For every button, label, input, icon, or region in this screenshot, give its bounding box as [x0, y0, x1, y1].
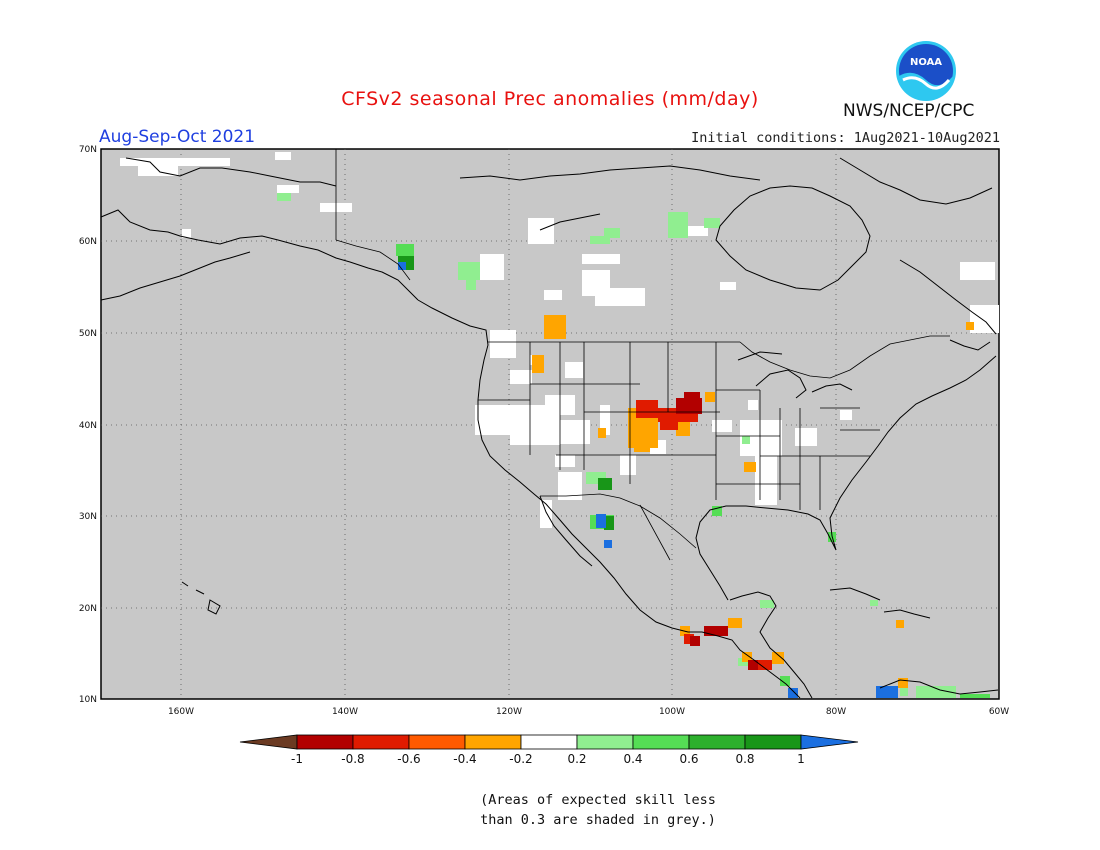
noaa-logo-icon: NOAA	[896, 41, 956, 101]
colorbar-label: -1	[291, 752, 303, 766]
colorbar-swatch	[408, 734, 466, 750]
lon-label: 100W	[659, 707, 685, 717]
lon-labels: 160W 140W 120W 100W 80W 60W	[168, 707, 1009, 717]
lat-label: 10N	[79, 695, 97, 705]
anomaly-cells	[120, 152, 999, 698]
lon-label: 60W	[989, 707, 1009, 717]
anomaly-blue-cells	[398, 262, 898, 698]
lon-label: 160W	[168, 707, 194, 717]
lon-label: 140W	[332, 707, 358, 717]
colorbar-label: -0.2	[509, 752, 532, 766]
colorbar-right-arrow	[800, 734, 859, 750]
colorbar-swatch	[688, 734, 746, 750]
lat-label: 20N	[79, 604, 97, 614]
colorbar-swatch	[632, 734, 690, 750]
colorbar-label: -0.6	[397, 752, 420, 766]
page-title: CFSv2 seasonal Prec anomalies (mm/day)	[341, 88, 759, 110]
colorbar-swatch	[744, 734, 802, 750]
lon-label: 120W	[496, 707, 522, 717]
coastlines	[100, 157, 999, 699]
logo-text: NOAA	[910, 57, 942, 68]
colorbar-swatch	[520, 734, 578, 750]
colorbar-swatch	[296, 734, 354, 750]
lat-label: 70N	[79, 145, 97, 155]
anomaly-lightgreen-cells	[277, 193, 956, 698]
colorbar-label: 0.6	[679, 752, 698, 766]
colorbar-label: 0.4	[623, 752, 642, 766]
colorbar-label: 0.8	[735, 752, 754, 766]
colorbar-label: 0.2	[567, 752, 586, 766]
lat-label: 60N	[79, 237, 97, 247]
footnote-line-2: than 0.3 are shaded in grey.)	[480, 812, 716, 828]
colorbar-swatch	[576, 734, 634, 750]
forecast-period: Aug-Sep-Oct 2021	[99, 127, 256, 147]
colorbar-swatch	[352, 734, 410, 750]
colorbar-label: -0.4	[453, 752, 476, 766]
colorbar: -1 -0.8 -0.6 -0.4 -0.2 0.2 0.4 0.6 0.8 1	[239, 734, 859, 766]
political-boundaries	[335, 149, 950, 561]
footnote-line-1: (Areas of expected skill less	[480, 792, 716, 808]
lon-label: 80W	[826, 707, 846, 717]
colorbar-swatch	[464, 734, 522, 750]
initial-conditions: Initial conditions: 1Aug2021-10Aug2021	[691, 130, 1000, 146]
anomaly-darkred-cells	[676, 392, 758, 670]
lat-label: 50N	[79, 329, 97, 339]
anomaly-white-cells	[120, 152, 999, 528]
lat-labels: 70N 60N 50N 40N 30N 20N 10N	[79, 145, 97, 705]
colorbar-left-arrow	[239, 734, 298, 750]
colorbar-label: -0.8	[341, 752, 364, 766]
agency-label: NWS/NCEP/CPC	[843, 101, 975, 121]
lat-label: 30N	[79, 512, 97, 522]
lat-label: 40N	[79, 421, 97, 431]
colorbar-label: 1	[797, 752, 805, 766]
